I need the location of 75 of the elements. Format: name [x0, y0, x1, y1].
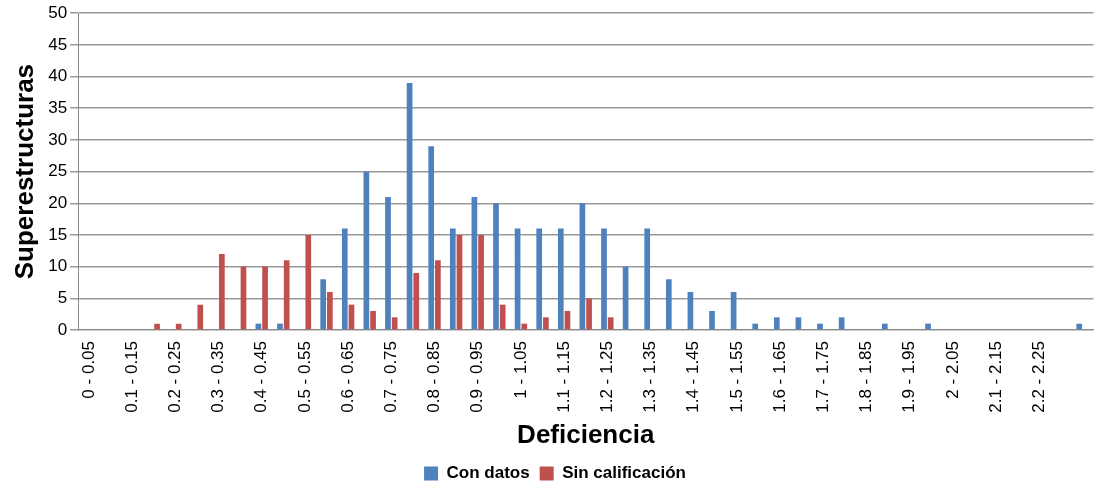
x-tick-label: 0.4 - 0.45 [251, 340, 271, 413]
bar [773, 317, 780, 330]
bar [586, 298, 592, 330]
bar [154, 323, 160, 330]
bar [305, 234, 312, 330]
bar [493, 203, 499, 330]
x-tick-label: 1.6 - 1.65 [769, 340, 789, 413]
bar [557, 228, 564, 330]
bar [327, 291, 333, 330]
bar [175, 323, 182, 330]
x-tick-label: 0.8 - 0.85 [424, 340, 444, 413]
x-tick-label: 1.4 - 1.45 [683, 340, 703, 413]
bar [521, 323, 528, 330]
bar [262, 266, 268, 330]
bar [881, 323, 888, 330]
bar [341, 228, 348, 330]
x-tick-label: 1.7 - 1.75 [813, 340, 833, 413]
x-tick-label: 0.1 - 0.15 [121, 340, 141, 413]
x-tick-label: 2.2 - 2.25 [1029, 340, 1049, 413]
bar [925, 323, 931, 330]
bar [601, 228, 607, 330]
y-tick-label: 10 [48, 256, 68, 276]
x-tick-label: 0.7 - 0.75 [381, 340, 401, 413]
legend-label: Sin calificación [562, 463, 686, 483]
bar [435, 260, 441, 330]
x-tick-label: 2.1 - 2.15 [985, 340, 1005, 413]
x-tick-label: 0 - 0.05 [78, 340, 98, 399]
x-tick-label: 0.3 - 0.35 [208, 340, 228, 413]
x-tick-label: 1.9 - 1.95 [899, 340, 919, 413]
x-tick-label: 0.9 - 0.95 [467, 340, 487, 413]
bar [385, 196, 391, 330]
bar [283, 260, 290, 330]
bar [478, 234, 484, 330]
bar [320, 279, 327, 330]
bar [644, 228, 651, 330]
x-tick-label: 0.5 - 0.55 [294, 340, 314, 413]
y-tick-label: 50 [48, 2, 68, 22]
bar [413, 272, 420, 330]
x-tick-label: 1 - 1.05 [510, 340, 530, 399]
bar [277, 323, 283, 330]
y-tick-label: 45 [48, 34, 68, 54]
x-tick-label: 1.8 - 1.85 [856, 340, 876, 413]
y-axis-title: Superestructuras [8, 63, 39, 280]
bar [1076, 323, 1083, 330]
y-tick-label: 20 [48, 192, 68, 212]
bar [665, 279, 672, 330]
y-tick-label: 25 [48, 161, 68, 181]
bar [449, 228, 456, 330]
x-tick-label: 1.1 - 1.15 [553, 340, 573, 413]
x-axis-title: Deficiencia [517, 418, 655, 449]
y-tick-label: 5 [57, 287, 68, 307]
bar [499, 304, 506, 330]
bar [817, 323, 823, 330]
y-tick-label: 35 [48, 97, 68, 117]
bar [370, 310, 376, 330]
bar [607, 317, 614, 330]
bar [219, 253, 225, 330]
x-tick-label: 0.2 - 0.25 [165, 340, 184, 413]
y-tick-label: 30 [48, 129, 68, 149]
x-tick-label: 1.3 - 1.35 [640, 340, 660, 413]
bar [543, 317, 549, 330]
y-tick-label: 40 [48, 66, 68, 86]
x-tick-label: 1.2 - 1.25 [597, 340, 617, 413]
y-tick-label: 0 [57, 319, 68, 339]
bar [709, 310, 715, 330]
bar [391, 317, 398, 330]
x-tick-label: 2 - 2.05 [942, 340, 962, 399]
bar [536, 228, 543, 330]
bar [197, 304, 204, 330]
x-tick-label: 0.6 - 0.65 [337, 340, 357, 413]
bar [428, 146, 435, 330]
y-tick-label: 15 [48, 224, 68, 244]
legend-label: Con datos [446, 463, 530, 483]
bar [752, 323, 759, 330]
x-tick-label: 1.5 - 1.55 [726, 340, 746, 413]
